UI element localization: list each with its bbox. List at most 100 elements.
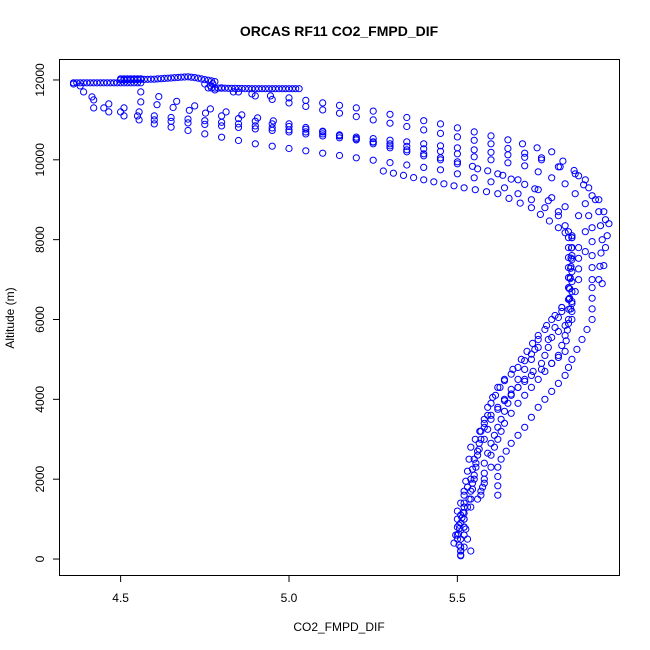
data-point (568, 299, 576, 308)
data-point (268, 120, 276, 128)
data-point (521, 162, 529, 170)
data-point (228, 84, 236, 92)
data-point (265, 85, 273, 93)
data-point (564, 234, 573, 242)
data-point (288, 85, 296, 93)
data-point (222, 108, 230, 116)
data-point (558, 307, 566, 316)
data-point (83, 79, 91, 87)
data-point (559, 157, 567, 165)
data-point (453, 124, 461, 132)
data-point (268, 124, 276, 132)
data-point (251, 85, 259, 93)
data-point (167, 113, 175, 122)
data-point (581, 228, 589, 236)
data-point (474, 165, 482, 173)
data-point (194, 74, 202, 82)
data-point (105, 100, 113, 108)
data-point (596, 222, 605, 230)
data-point (164, 74, 172, 82)
data-point (588, 252, 596, 260)
data-point (471, 435, 479, 443)
data-point (504, 159, 512, 167)
data-point (561, 180, 569, 188)
data-point (201, 117, 209, 125)
data-point (248, 85, 256, 93)
data-point (521, 377, 529, 385)
data-point (575, 212, 583, 220)
data-point (285, 144, 293, 153)
data-point (457, 547, 465, 555)
data-point (120, 76, 128, 84)
data-point (420, 163, 428, 171)
data-point (497, 455, 505, 463)
data-point (494, 435, 502, 443)
data-point (167, 74, 175, 82)
data-point (135, 116, 143, 124)
data-point (487, 411, 495, 419)
data-point (93, 79, 101, 87)
data-point (248, 90, 256, 98)
data-point (403, 122, 411, 131)
data-point (420, 150, 428, 158)
data-point (403, 142, 411, 150)
data-point (561, 331, 569, 340)
data-point (184, 119, 192, 127)
data-point (76, 82, 84, 90)
data-point (601, 244, 610, 252)
data-point (285, 128, 293, 136)
data-point (295, 85, 303, 93)
data-point (523, 347, 531, 355)
data-point (494, 405, 502, 413)
data-point (352, 104, 360, 112)
data-point (568, 288, 576, 296)
data-point (403, 113, 411, 122)
data-point (420, 117, 428, 125)
data-point (564, 319, 573, 328)
data-point (521, 375, 529, 383)
data-point (133, 112, 142, 120)
data-point (456, 524, 464, 533)
data-point (335, 101, 344, 110)
data-point (167, 117, 175, 126)
data-point (480, 459, 488, 467)
data-point (521, 180, 529, 188)
data-point (245, 85, 253, 93)
data-point (507, 385, 515, 393)
data-point (137, 88, 145, 96)
data-point (507, 391, 515, 399)
data-point (564, 244, 573, 252)
data-point (529, 339, 537, 347)
data-point (137, 98, 145, 106)
data-point (403, 148, 411, 156)
data-point (170, 74, 179, 82)
data-point (487, 132, 495, 140)
data-point (548, 387, 556, 395)
data-point (251, 117, 259, 125)
data-point (211, 86, 219, 94)
data-point (90, 104, 98, 112)
data-point (302, 128, 310, 136)
data-point (319, 132, 327, 140)
data-point (169, 103, 177, 112)
data-point (251, 122, 259, 130)
data-point (504, 136, 512, 144)
data-point (389, 169, 397, 177)
data-point (484, 167, 492, 175)
data-point (335, 134, 344, 142)
data-point (527, 383, 536, 391)
data-point (561, 203, 569, 211)
data-point (302, 102, 310, 111)
y-axis: 0 2000 4000 6000 8000 10000 12000 (33, 63, 60, 562)
y-tick-label: 4000 (33, 386, 47, 413)
data-point (90, 79, 98, 87)
data-point (480, 479, 488, 487)
data-point (568, 268, 576, 276)
data-point (386, 142, 394, 150)
y-axis-label: Altitude (m) (3, 287, 17, 348)
data-point (534, 331, 542, 340)
data-point (238, 111, 246, 119)
data-point (504, 151, 512, 159)
data-point (581, 200, 589, 208)
data-point (403, 138, 411, 146)
